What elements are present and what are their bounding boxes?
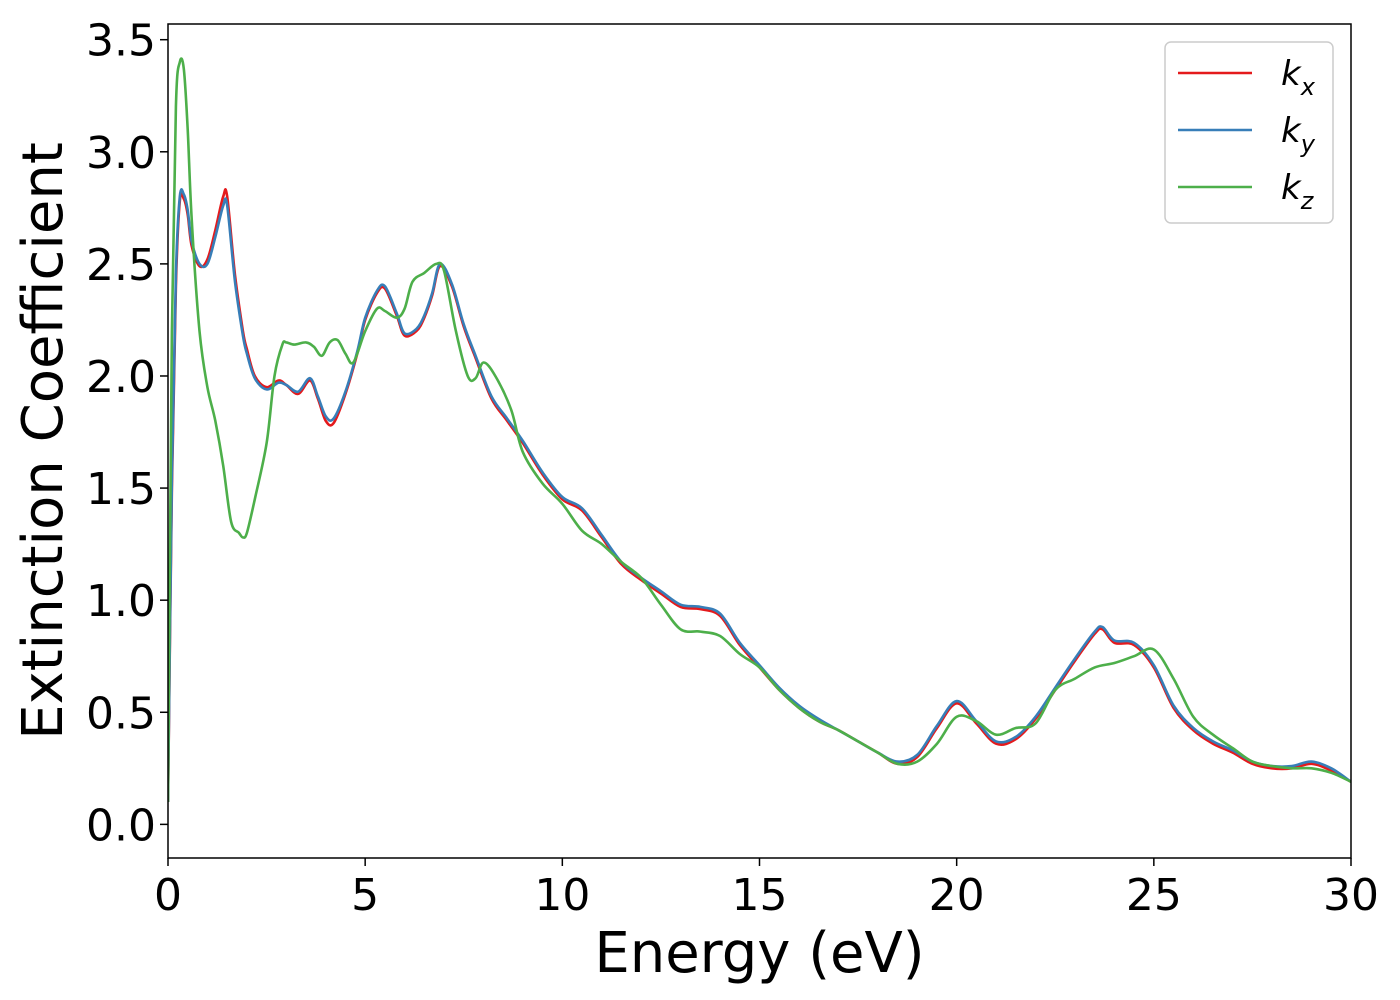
x-axis-ticks: 0 5 10 15 20 25 30 (154, 858, 1379, 921)
x-tick-label: 10 (534, 870, 590, 921)
plot-lines (168, 57, 1351, 803)
y-tick-label: 0.5 (86, 688, 156, 739)
series-line-ky (168, 188, 1351, 803)
y-tick-label: 2.0 (86, 352, 156, 403)
legend-label-kx: kx (1281, 54, 1316, 101)
y-tick-label: 2.5 (86, 240, 156, 291)
x-tick-label: 25 (1126, 870, 1182, 921)
y-tick-label: 1.0 (86, 576, 156, 627)
legend-label-kz: kz (1281, 168, 1315, 215)
x-tick-label: 20 (929, 870, 985, 921)
y-tick-label: 1.5 (86, 464, 156, 515)
series-line-kz (168, 57, 1351, 803)
legend: kx ky kz (1164, 41, 1334, 224)
x-tick-label: 0 (154, 870, 182, 921)
x-tick-label: 30 (1323, 870, 1379, 921)
y-tick-label: 3.5 (86, 16, 156, 67)
legend-box (1164, 41, 1334, 224)
x-tick-label: 5 (351, 870, 379, 921)
y-tick-label: 0.0 (86, 800, 156, 851)
y-tick-label: 3.0 (86, 128, 156, 179)
y-axis-ticks: 0.0 0.5 1.0 1.5 2.0 2.5 3.0 3.5 (86, 16, 168, 851)
x-tick-label: 15 (732, 870, 788, 921)
y-axis-title: Extinction Coefficient (11, 142, 76, 740)
legend-label-ky: ky (1281, 111, 1316, 158)
x-axis-title: Energy (eV) (594, 921, 924, 986)
